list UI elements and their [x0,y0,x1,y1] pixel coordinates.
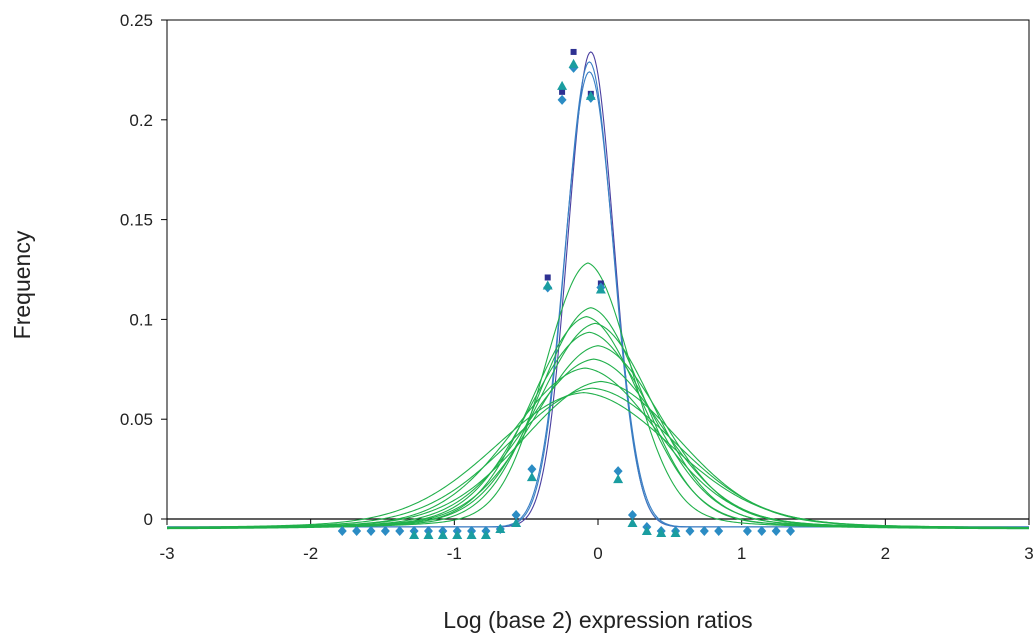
triangle-marker [568,58,579,68]
fitted-curve [167,322,1030,529]
diamond-marker [527,464,537,475]
triangle-marker [557,80,568,90]
x-tick-label: 3 [1024,544,1033,563]
x-tick-label: -1 [447,544,462,563]
triangle-marker [452,529,463,539]
triangle-marker [670,527,681,537]
diamond-marker [511,510,521,521]
triangle-marker [423,529,434,539]
diamond-marker [395,525,405,536]
diamond-marker [699,525,709,536]
triangle-marker [542,280,553,290]
triangle-marker [495,523,506,533]
diamond-marker [771,525,781,536]
data-markers [337,48,796,539]
triangle-marker [613,474,624,484]
y-tick-label: 0.1 [129,310,153,329]
fitted-curve [166,331,1030,529]
diamond-marker [366,525,376,536]
triangle-marker [595,284,606,294]
fitted-curve [166,387,1030,529]
x-tick-label: 2 [881,544,890,563]
x-axis-title: Log (base 2) expression ratios [443,607,752,633]
triangle-marker [437,529,448,539]
x-tick-label: -3 [159,544,174,563]
y-tick-label: 0.25 [120,11,153,30]
diamond-marker [352,525,362,536]
triangle-marker [480,529,491,539]
y-tick-label: 0.2 [129,111,153,130]
diamond-marker [786,525,796,536]
diamond-marker [557,94,567,105]
y-tick-label: 0 [144,510,153,529]
y-axis-title: Frequency [9,230,35,339]
triangle-marker [466,529,477,539]
fitted-curve [167,51,1029,528]
triangle-marker [511,517,522,527]
y-tick-label: 0.15 [120,211,153,230]
diamond-marker [337,525,347,536]
diamond-marker [742,525,752,536]
diamond-marker [714,525,724,536]
diamond-marker [757,525,767,536]
triangle-marker [627,517,638,527]
triangle-marker [585,90,596,100]
x-tick-label: 0 [593,544,602,563]
diamond-marker [380,525,390,536]
fitted-curve [166,358,1030,529]
square-marker [570,48,577,55]
triangle-marker [641,525,652,535]
fitted-curve [167,345,1029,529]
fitted-curve [166,316,1030,529]
x-axis-ticks: -3 -2 -1 0 1 2 3 [159,519,1034,563]
y-tick-label: 0.05 [120,410,153,429]
x-tick-label: -2 [303,544,318,563]
fitted-curve [166,307,1030,530]
fitted-curve [166,380,1030,529]
triangle-marker [526,472,537,482]
fitted-curve [166,392,1030,529]
fitted-curve [166,367,1030,529]
square-marker [544,274,551,281]
y-axis-ticks: 0 0.05 0.1 0.15 0.2 0.25 [120,11,167,529]
triangle-marker [409,529,420,539]
square-marker [559,88,566,95]
diamond-marker [613,466,623,477]
triangle-marker [656,527,667,537]
fitted-curve [167,71,1029,528]
x-tick-label: 1 [737,544,746,563]
fitted-curves [166,51,1030,530]
diamond-marker [685,525,695,536]
fitted-curve [167,61,1029,528]
diamond-marker [627,510,637,521]
